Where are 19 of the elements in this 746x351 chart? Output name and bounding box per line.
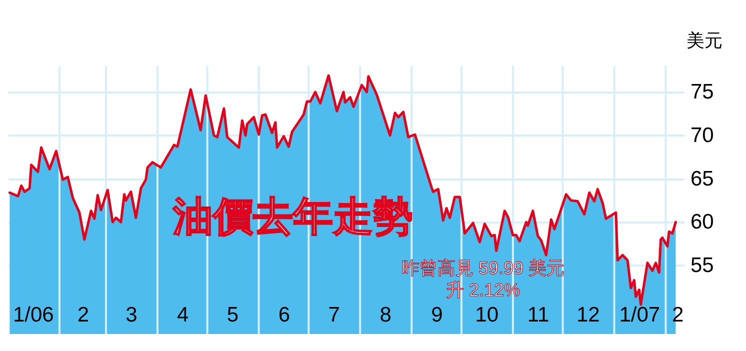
x-tick-label: 11 xyxy=(527,304,550,326)
y-tick-label: 55 xyxy=(690,254,714,277)
x-tick-label: 1/07 xyxy=(619,304,660,326)
y-tick-label: 65 xyxy=(690,167,714,190)
x-tick-label: 1/06 xyxy=(12,304,54,326)
x-tick-label: 9 xyxy=(431,304,443,326)
x-tick-label: 12 xyxy=(576,304,600,326)
y-tick-label: 60 xyxy=(690,210,714,234)
y-axis-title: 美元 xyxy=(686,30,722,50)
x-tick-label: 6 xyxy=(278,304,290,326)
x-tick-label: 5 xyxy=(226,304,239,326)
y-tick-label: 70 xyxy=(690,124,714,147)
x-tick-label: 4 xyxy=(177,304,190,326)
x-tick-label: 7 xyxy=(328,304,340,326)
x-tick-label: 10 xyxy=(475,304,499,326)
x-tick-label: 8 xyxy=(380,304,392,326)
x-tick-label: 2 xyxy=(77,304,90,326)
x-tick-label: 3 xyxy=(126,304,138,326)
y-tick-label: 75 xyxy=(690,80,714,104)
